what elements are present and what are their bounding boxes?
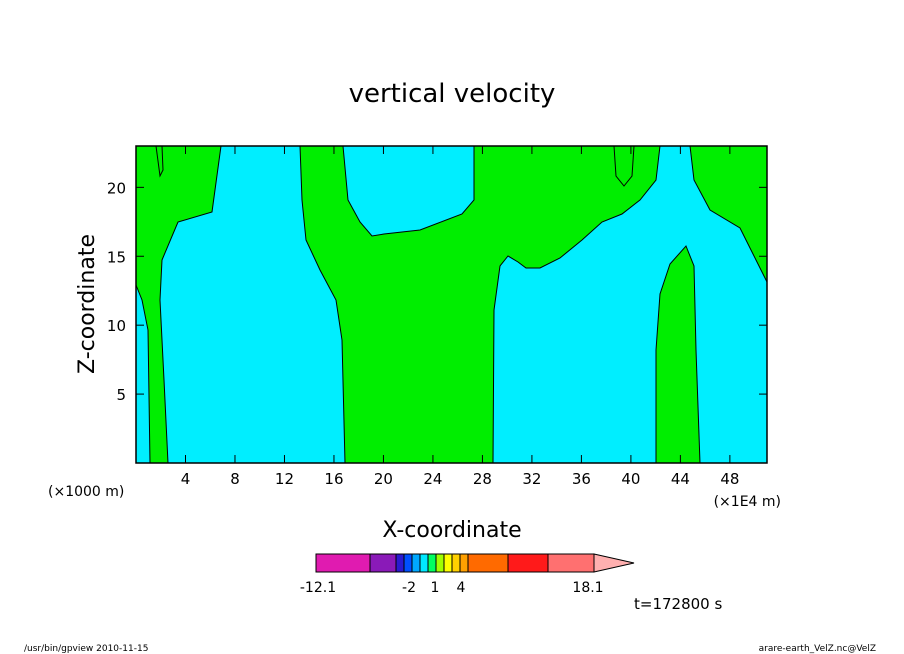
x-tick-label: 24 [423,470,442,488]
colorbar-segment [507,553,549,573]
y-axis-ticks: 5 10 15 20 [107,179,767,404]
plot-frame [135,145,768,464]
x-tick-label: 28 [473,470,492,488]
colorbar-min-label: -12.1 [300,580,336,596]
y-tick-label: 15 [107,248,126,266]
x-tick-label: 44 [671,470,690,488]
x-tick-label: 48 [720,470,739,488]
x-axis-label: X-coordinate [382,518,521,543]
colorbar-max-label: 18.1 [572,580,603,596]
footer-left: /usr/bin/gpview 2010-11-15 [24,644,148,654]
plot-area [135,145,768,464]
colorbar-tick-label: 4 [457,580,466,596]
colorbar-segment [547,553,595,573]
time-label: t=172800 s [634,595,722,613]
x-axis-ticks: 4 8 12 16 20 24 28 32 36 40 44 48 [181,146,739,488]
colorbar-segment [467,553,509,573]
x-unit-left: (×1000 m) [48,484,124,500]
colorbar-segment [369,553,397,573]
colorbar-tick-label: 1 [431,580,440,596]
x-tick-label: 20 [374,470,393,488]
x-tick-label: 36 [572,470,591,488]
colorbar-segment [443,553,453,573]
x-tick-label: 8 [230,470,240,488]
x-unit-right: (×1E4 m) [714,494,781,510]
colorbar-segment [315,553,371,573]
colorbar-extension [593,553,635,573]
footer-right: arare-earth_VelZ.nc@VelZ [759,644,876,654]
x-tick-label: 4 [181,470,191,488]
y-tick-label: 5 [116,386,126,404]
colorbar [315,553,635,573]
colorbar-segment [395,553,405,573]
chart-title: vertical velocity [349,79,556,109]
colorbar-segment [459,553,469,573]
y-tick-label: 20 [107,179,126,197]
region-low-3 [342,145,475,237]
colorbar-segment [411,553,421,573]
x-tick-label: 32 [522,470,541,488]
colorbar-segment [451,553,461,573]
y-axis-label: Z-coordinate [75,234,100,374]
colorbar-segment [427,553,437,573]
colorbar-segment [403,553,413,573]
x-tick-label: 12 [275,470,294,488]
y-tick-label: 10 [107,317,126,335]
colorbar-segment [435,553,445,573]
colorbar-tick-label: -2 [402,580,416,596]
colorbar-segment [419,553,429,573]
x-tick-label: 16 [324,470,343,488]
x-tick-label: 40 [621,470,640,488]
